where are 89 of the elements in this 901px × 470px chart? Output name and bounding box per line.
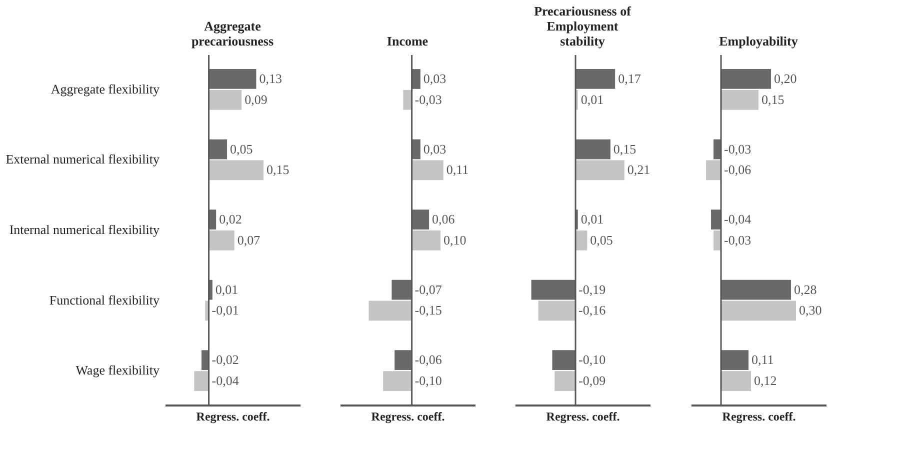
y-tick-label: External numerical flexibility [6, 152, 160, 167]
chart-title: Precariousness of Employment stability [534, 3, 632, 48]
y-tick-label: Internal numerical flexibility [9, 222, 160, 237]
bar [208, 160, 264, 180]
bar [552, 350, 576, 370]
data-label: 0,03 [423, 70, 446, 86]
data-label: 0,30 [799, 302, 822, 318]
data-label: 0,09 [244, 92, 268, 107]
data-label: 0,15 [762, 92, 784, 107]
data-label: -0,06 [414, 352, 442, 368]
data-label: 0,03 [423, 141, 446, 156]
data-label: 0,02 [219, 212, 242, 227]
data-label: 0,21 [627, 162, 650, 178]
data-label: 0,13 [259, 70, 282, 86]
bar [576, 69, 616, 89]
bar [721, 300, 796, 321]
bar [208, 230, 234, 250]
data-label: 0,05 [230, 141, 253, 156]
x-axis-title: Regress. coeff. [546, 410, 620, 424]
chart-title: Aggregate precariousness [191, 18, 274, 48]
bar [412, 160, 444, 180]
data-label: -0,10 [578, 352, 606, 368]
x-axis-title: Regress. coeff. [371, 410, 445, 424]
data-label: 0,15 [266, 162, 290, 178]
bar [403, 90, 412, 110]
bar [194, 371, 209, 391]
data-label: -0,09 [578, 373, 606, 388]
bar [201, 350, 209, 370]
data-label: 0,11 [752, 352, 774, 368]
y-tick-label: Wage flexibility [76, 362, 160, 378]
bar [721, 69, 771, 89]
data-label: -0,03 [724, 141, 752, 156]
data-label: -0,03 [724, 232, 752, 248]
bar [554, 371, 576, 391]
bar [711, 210, 721, 230]
bar [412, 210, 430, 230]
data-label: 0,07 [237, 232, 261, 248]
bar [538, 300, 576, 321]
data-label: -0,10 [414, 373, 442, 388]
x-axis-title: Regress. coeff. [722, 410, 796, 424]
data-label: 0,15 [613, 141, 636, 156]
bar [394, 350, 412, 370]
chart-title: Employability [719, 33, 798, 48]
y-tick-label: Aggregate flexibility [50, 81, 160, 96]
data-label: -0,04 [724, 212, 752, 227]
bar [412, 230, 441, 250]
data-label: -0,03 [414, 92, 442, 107]
bar [412, 69, 420, 89]
data-label: 0,01 [215, 282, 238, 297]
data-label: 0,01 [580, 92, 604, 107]
bar [721, 371, 751, 391]
bar [208, 90, 242, 110]
data-label: 0,12 [754, 373, 777, 388]
data-label: 0,10 [444, 232, 466, 248]
bar [368, 300, 412, 321]
bar [576, 160, 624, 180]
bar [714, 139, 721, 160]
bar [721, 350, 748, 370]
bar [576, 139, 610, 160]
data-label: 0,17 [618, 70, 642, 86]
bar [392, 280, 412, 300]
bar [706, 160, 721, 180]
bar [721, 280, 791, 300]
data-label: -0,15 [414, 302, 442, 318]
bar [383, 371, 412, 391]
data-label: 0,20 [774, 70, 797, 86]
bar [576, 230, 588, 250]
bar [412, 139, 420, 160]
data-label: 0,05 [590, 232, 613, 248]
data-label: -0,06 [724, 162, 752, 178]
data-label: -0,01 [212, 302, 239, 318]
data-label: -0,02 [212, 352, 239, 368]
data-label: 0,28 [794, 282, 817, 297]
bar [208, 139, 228, 160]
chart-title: Income [386, 33, 428, 48]
data-label: 0,01 [580, 212, 604, 227]
x-axis-title: Regress. coeff. [196, 410, 270, 424]
data-label: 0,11 [446, 162, 469, 178]
bar [714, 230, 721, 250]
data-label: -0,19 [578, 282, 606, 297]
bar [208, 210, 216, 230]
data-label: -0,16 [578, 302, 606, 318]
data-label: -0,04 [212, 373, 240, 388]
data-label: -0,07 [414, 282, 442, 297]
data-label: 0,06 [432, 212, 456, 227]
bar [721, 90, 758, 110]
bar [208, 69, 256, 89]
y-tick-label: Functional flexibility [49, 292, 160, 308]
bar [531, 280, 576, 300]
